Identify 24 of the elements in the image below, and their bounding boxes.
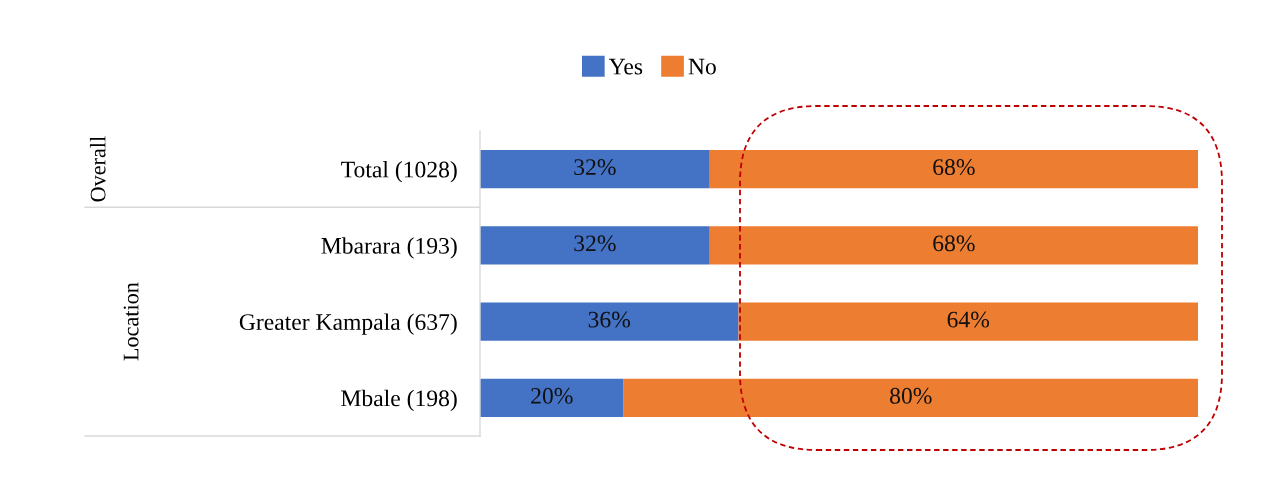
bar [480, 302, 739, 341]
bar [709, 226, 1198, 265]
bar [480, 226, 710, 265]
bar [738, 302, 1198, 341]
text: Overall [89, 136, 106, 202]
data-label: 32% [574, 159, 616, 176]
legend-label: Yes [608, 58, 643, 75]
text: Location [123, 282, 139, 361]
data-label: 80% [890, 387, 932, 404]
bar [709, 150, 1198, 189]
bar [480, 378, 624, 417]
y-tick-label: Greater Kampala (637) [239, 313, 457, 335]
data-label: 36% [588, 311, 631, 328]
y-tick-label: Total (1028) [341, 160, 457, 183]
data-label: 20% [531, 387, 573, 404]
bar [623, 378, 1198, 417]
data-label: 68% [933, 235, 975, 252]
data-label: 64% [947, 311, 990, 328]
y-tick-label: Mbarara (193) [321, 237, 457, 259]
data-label: 32% [574, 235, 616, 252]
legend-label: No [688, 58, 716, 75]
y-tick-label: Mbale (198) [341, 389, 457, 412]
data-label: 68% [933, 159, 975, 176]
bar [480, 150, 710, 189]
